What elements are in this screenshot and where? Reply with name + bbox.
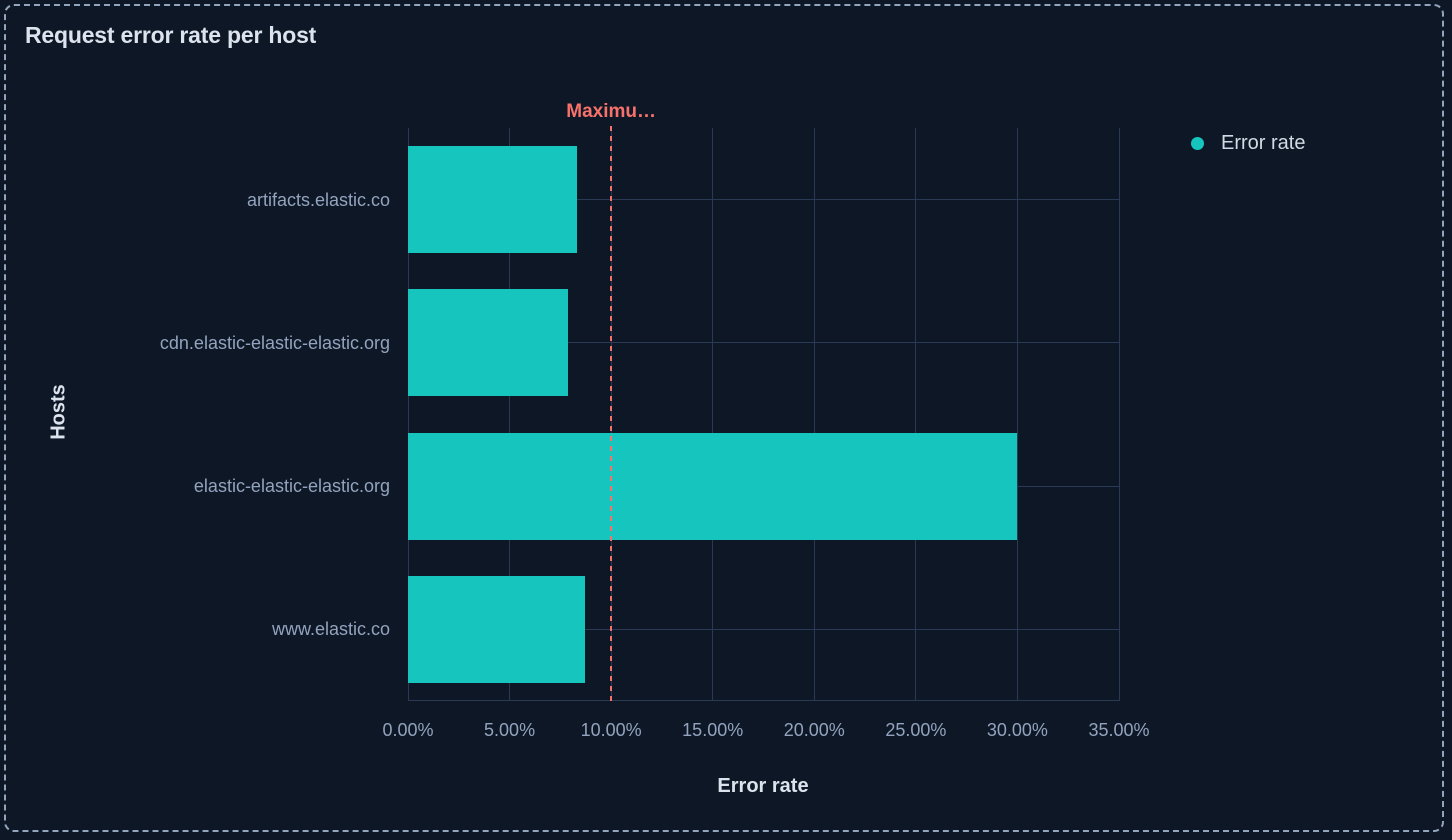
- gridline-vertical: [813, 128, 815, 701]
- threshold-label: Maximu…: [566, 101, 657, 122]
- gridline-horizontal: [408, 628, 1119, 630]
- gridline-vertical: [1016, 128, 1018, 701]
- threshold-line: [610, 126, 613, 701]
- x-axis-tick-label: 30.00%: [986, 720, 1048, 740]
- x-axis-tick-label: 35.00%: [1088, 720, 1150, 740]
- legend-series-dot: [1191, 137, 1204, 150]
- gridline-vertical: [509, 128, 511, 701]
- gridline-vertical: [1118, 128, 1120, 701]
- bar-cdn.elastic-elastic-elastic.org[interactable]: [408, 289, 569, 397]
- gridline-vertical: [915, 128, 917, 701]
- x-axis-tick-label: 25.00%: [885, 720, 947, 740]
- panel-title: Request error rate per host: [25, 22, 317, 48]
- y-axis-category-label: www.elastic.co: [271, 619, 390, 640]
- y-axis-title: Hosts: [47, 384, 70, 440]
- gridline-horizontal: [408, 199, 1119, 201]
- x-axis-title: Error rate: [717, 775, 809, 797]
- y-axis-category-label: artifacts.elastic.co: [246, 189, 390, 210]
- x-axis-tick-label: 0.00%: [382, 720, 434, 740]
- chart-panel: Request error rate per host 0.00% 5.00% 10…: [4, 4, 1444, 832]
- gridline-horizontal: [408, 342, 1119, 344]
- bar-artifacts.elastic.co[interactable]: [408, 146, 577, 254]
- x-axis-tick-label: 10.00%: [580, 720, 642, 740]
- y-axis-category-label: cdn.elastic-elastic-elastic.org: [159, 332, 390, 353]
- y-axis-category-label: elastic-elastic-elastic.org: [193, 476, 390, 497]
- legend-item-label: Error rate: [1221, 132, 1306, 154]
- gridline-vertical: [407, 128, 409, 701]
- gridline-vertical: [712, 128, 714, 701]
- x-axis-tick-label: 15.00%: [682, 720, 744, 740]
- x-axis-line: [408, 700, 1120, 701]
- x-axis-tick-label: 20.00%: [783, 720, 845, 740]
- chart-area: 0.00% 5.00% 10.00% 15.00% 20.00% 25.00% 30.00%…: [6, 6, 1442, 830]
- bar-elastic-elastic-elastic.org[interactable]: [408, 432, 1018, 540]
- legend-item-error-rate[interactable]: Error rate: [1191, 132, 1305, 155]
- x-axis-tick-label: 5.00%: [484, 720, 536, 740]
- bar-www.elastic.co[interactable]: [408, 575, 585, 683]
- legend: Error rate: [1191, 132, 1305, 155]
